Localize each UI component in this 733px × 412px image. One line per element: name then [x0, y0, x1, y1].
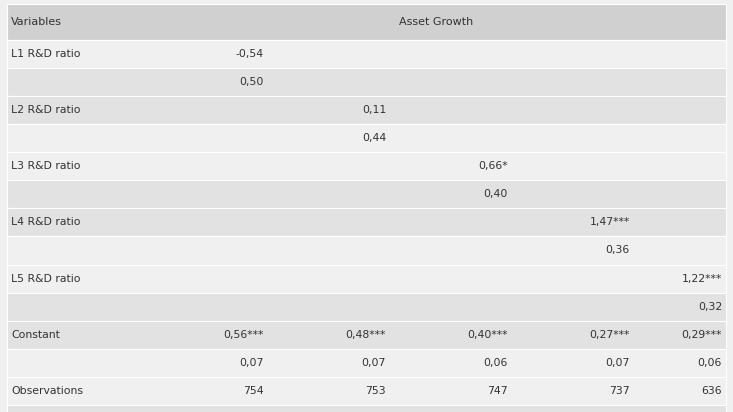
Bar — [7, 208, 726, 236]
Bar — [7, 4, 726, 40]
Text: 0,40***: 0,40*** — [468, 330, 508, 339]
Text: L4 R&D ratio: L4 R&D ratio — [11, 218, 81, 227]
Text: L1 R&D ratio: L1 R&D ratio — [11, 49, 81, 59]
Text: L2 R&D ratio: L2 R&D ratio — [11, 105, 81, 115]
Text: 0,66*: 0,66* — [479, 162, 508, 171]
Text: 0,06: 0,06 — [484, 358, 508, 368]
Bar — [7, 349, 726, 377]
Bar — [7, 236, 726, 265]
Text: 1,22***: 1,22*** — [682, 274, 722, 283]
Text: 1,47***: 1,47*** — [590, 218, 630, 227]
Text: 0,48***: 0,48*** — [346, 330, 386, 339]
Text: 0,27***: 0,27*** — [589, 330, 630, 339]
Text: 0,56***: 0,56*** — [224, 330, 264, 339]
Text: 747: 747 — [487, 386, 508, 396]
Text: Asset Growth: Asset Growth — [399, 17, 473, 27]
Bar — [7, 377, 726, 405]
Bar — [7, 180, 726, 208]
Bar — [7, 124, 726, 152]
Bar — [7, 265, 726, 293]
Bar — [7, 152, 726, 180]
Bar — [7, 40, 726, 68]
Bar — [7, 405, 726, 412]
Text: -0,54: -0,54 — [236, 49, 264, 59]
Text: 737: 737 — [609, 386, 630, 396]
Bar — [7, 68, 726, 96]
Text: 753: 753 — [366, 386, 386, 396]
Text: L3 R&D ratio: L3 R&D ratio — [11, 162, 81, 171]
Text: 0,40: 0,40 — [484, 190, 508, 199]
Text: Variables: Variables — [11, 17, 62, 27]
Text: Constant: Constant — [11, 330, 60, 339]
Text: 0,07: 0,07 — [361, 358, 386, 368]
Text: 0,07: 0,07 — [240, 358, 264, 368]
Text: 754: 754 — [243, 386, 264, 396]
Text: L5 R&D ratio: L5 R&D ratio — [11, 274, 81, 283]
Text: 0,11: 0,11 — [362, 105, 386, 115]
Text: 0,36: 0,36 — [605, 246, 630, 255]
Bar — [7, 96, 726, 124]
Text: Observations: Observations — [11, 386, 83, 396]
Text: 0,06: 0,06 — [698, 358, 722, 368]
Text: 0,44: 0,44 — [362, 133, 386, 143]
Text: 0,29***: 0,29*** — [682, 330, 722, 339]
Text: 636: 636 — [701, 386, 722, 396]
Bar — [7, 293, 726, 321]
Bar — [7, 321, 726, 349]
Text: 0,32: 0,32 — [698, 302, 722, 311]
Text: 0,50: 0,50 — [240, 77, 264, 87]
Text: 0,07: 0,07 — [605, 358, 630, 368]
